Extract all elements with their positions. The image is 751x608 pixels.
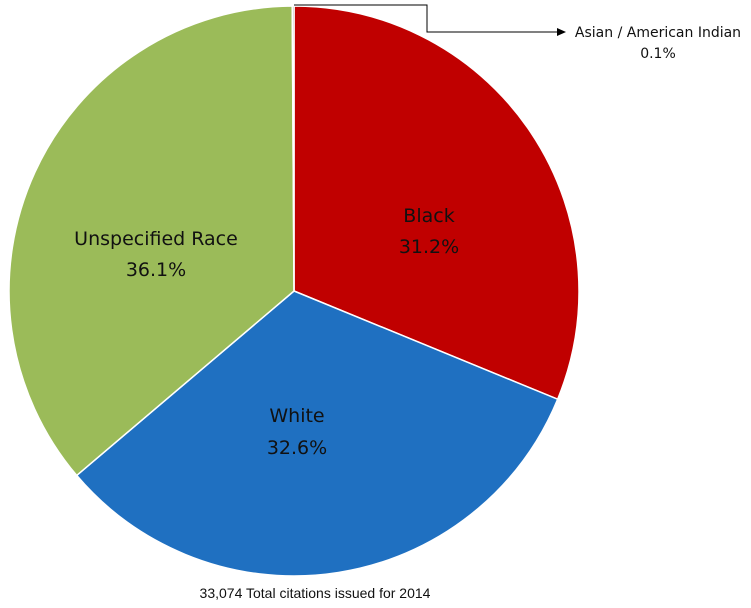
slice-label-unspecified-name: Unspecified Race: [74, 228, 238, 250]
pie-slice-white: [75, 290, 559, 577]
pie-slices: [8, 5, 580, 577]
slice-label-black: Black 31.2%: [399, 205, 459, 258]
slice-label-unspecified-value: 36.1%: [126, 259, 186, 281]
slice-label-white-name: White: [269, 405, 324, 427]
pie-slice-asian-american-indian: [291, 5, 295, 292]
pie-slice-black: [293, 5, 580, 401]
callout-arrowhead: [557, 28, 566, 36]
slice-label-unspecified: Unspecified Race 36.1%: [74, 228, 238, 281]
chart-footnote: 33,074 Total citations issued for 2014: [200, 585, 431, 601]
slice-label-asian-name: Asian / American Indian: [575, 25, 741, 41]
slice-label-white-value: 32.6%: [267, 437, 327, 459]
slice-label-white: White 32.6%: [267, 405, 327, 459]
slice-label-black-value: 31.2%: [399, 236, 459, 258]
slice-label-black-name: Black: [403, 205, 454, 227]
callout-leader-line: [294, 4, 560, 33]
callout-asian-american-indian: Asian / American Indian 0.1%: [294, 4, 741, 62]
slice-label-asian-value: 0.1%: [640, 46, 676, 62]
pie-slice-unspecified-race: [8, 5, 295, 477]
